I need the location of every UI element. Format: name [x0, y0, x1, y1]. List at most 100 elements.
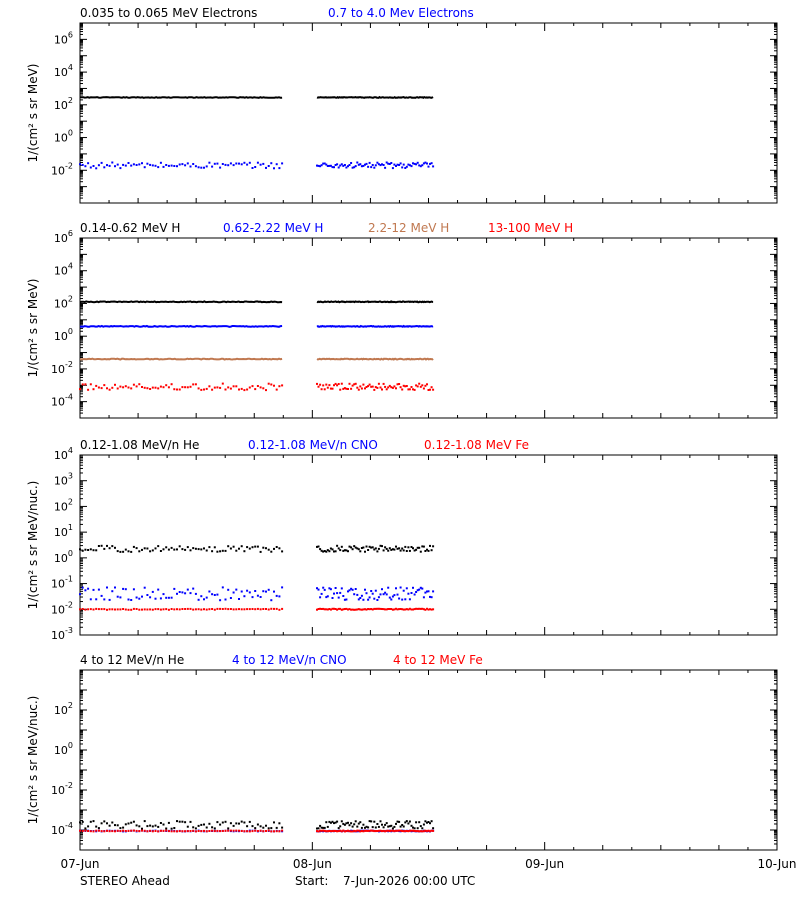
data-point: [273, 547, 275, 550]
data-point: [106, 544, 108, 547]
data-point: [407, 608, 410, 611]
data-point: [124, 385, 127, 388]
data-point: [393, 594, 396, 597]
data-point: [387, 386, 390, 389]
data-point: [87, 587, 90, 590]
data-point: [259, 596, 262, 598]
data-point: [251, 546, 254, 549]
data-point: [205, 387, 208, 390]
data-point: [221, 586, 224, 589]
data-point: [419, 550, 422, 553]
data-point: [229, 597, 232, 599]
data-point: [322, 384, 325, 387]
data-point: [415, 591, 418, 593]
data-point: [339, 825, 342, 828]
data-point: [320, 608, 323, 610]
data-point: [251, 825, 254, 828]
data-point: [184, 386, 187, 389]
data-point: [404, 830, 407, 833]
data-point: [186, 830, 189, 833]
data-point: [108, 608, 111, 611]
data-point: [149, 608, 152, 611]
data-point: [405, 165, 408, 168]
data-point: [229, 822, 232, 825]
data-point: [353, 823, 356, 826]
data-point: [240, 608, 243, 611]
data-point: [159, 608, 162, 611]
data-point: [278, 547, 281, 550]
data-point: [331, 830, 334, 833]
data-point: [365, 162, 368, 165]
data-point: [278, 608, 281, 611]
data-point: [337, 827, 340, 830]
data-point: [337, 166, 340, 169]
data-point: [401, 388, 404, 391]
data-point: [401, 166, 404, 169]
data-point: [259, 163, 262, 166]
data-point: [351, 548, 354, 551]
data-point: [357, 388, 360, 391]
data-point: [374, 607, 377, 610]
data-point: [194, 383, 197, 386]
y-tick-label: 100: [54, 129, 73, 145]
data-point: [219, 830, 222, 833]
data-point: [388, 608, 391, 610]
data-point: [365, 829, 368, 832]
data-point: [388, 547, 391, 550]
data-point: [328, 164, 331, 167]
series-line: [80, 357, 283, 361]
data-point: [116, 550, 119, 553]
data-point: [382, 829, 385, 832]
data-point: [419, 830, 422, 833]
data-point: [391, 595, 394, 598]
data-point: [240, 387, 243, 390]
data-point: [415, 548, 418, 551]
data-point: [275, 163, 278, 166]
data-point: [350, 822, 353, 825]
y-tick-label: 10-1: [51, 575, 73, 591]
data-point: [256, 594, 259, 597]
data-point: [432, 545, 435, 548]
data-point: [159, 597, 162, 600]
data-point: [339, 549, 342, 552]
data-point: [114, 383, 116, 386]
data-point: [359, 608, 362, 611]
series-1: [79, 544, 435, 553]
data-point: [267, 165, 270, 167]
data-point: [412, 162, 414, 165]
data-point: [426, 607, 428, 610]
data-point: [353, 608, 356, 611]
data-point: [347, 550, 349, 553]
data-point: [430, 820, 433, 823]
data-point: [97, 588, 100, 591]
data-point: [388, 596, 391, 599]
data-point: [320, 592, 323, 595]
data-point: [176, 820, 178, 823]
data-point: [412, 608, 414, 611]
data-point: [205, 826, 208, 829]
data-point: [364, 163, 366, 166]
data-point: [396, 383, 399, 386]
data-point: [100, 822, 103, 825]
data-point: [336, 830, 339, 833]
data-point: [317, 827, 320, 830]
data-point: [106, 829, 108, 832]
data-point: [316, 830, 318, 833]
data-point: [275, 546, 278, 548]
data-point: [357, 608, 360, 611]
data-point: [343, 598, 346, 601]
data-point: [162, 386, 165, 389]
data-point: [329, 588, 332, 591]
series-3: [79, 607, 435, 611]
data-point: [108, 830, 111, 833]
data-point: [146, 162, 149, 165]
data-point: [422, 608, 425, 611]
data-point: [208, 546, 211, 549]
data-point: [317, 385, 320, 388]
data-point: [410, 546, 413, 548]
data-point: [430, 162, 433, 165]
data-point: [192, 829, 195, 832]
data-point: [390, 162, 393, 164]
data-point: [393, 163, 396, 166]
data-point: [141, 829, 143, 832]
